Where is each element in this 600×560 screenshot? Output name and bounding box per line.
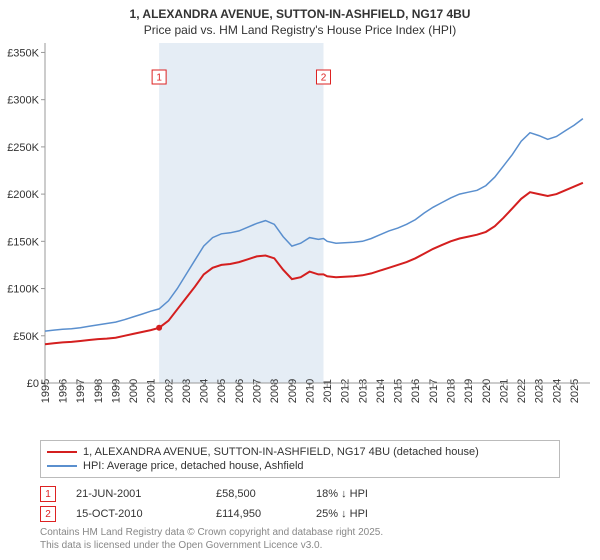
- line-chart-svg: £0 £50K £100K £150K £200K £250K £300K £350K 1995…: [0, 38, 600, 438]
- title-subtitle: Price paid vs. HM Land Registry's House …: [0, 22, 600, 38]
- sales-table: 1 21-JUN-2001£58,50018% ↓ HPI 2 15-OCT-2010…: [40, 484, 560, 524]
- sale-hpi-diff: 18% ↓ HPI: [316, 488, 456, 500]
- x-tick-label: 2014: [375, 379, 387, 403]
- x-tick-label: 2012: [340, 379, 352, 403]
- sale-point-marker: [156, 325, 162, 331]
- x-tick-label: 2002: [163, 379, 175, 403]
- sale-price: £58,500: [216, 488, 316, 500]
- x-tick-label: 1995: [40, 379, 52, 403]
- sale-row: 1 21-JUN-2001£58,50018% ↓ HPI: [40, 484, 560, 504]
- y-tick-label: £50K: [13, 331, 39, 343]
- x-tick-label: 2021: [498, 379, 510, 403]
- x-tick-label: 2005: [216, 379, 228, 403]
- x-tick-label: 2008: [269, 379, 281, 403]
- legend-row: 1, ALEXANDRA AVENUE, SUTTON-IN-ASHFIELD,…: [47, 445, 553, 459]
- x-tick-label: 2019: [463, 379, 475, 403]
- x-tick-label: 1998: [93, 379, 105, 403]
- attribution-line1: Contains HM Land Registry data © Crown c…: [40, 526, 560, 539]
- sale-hpi-diff: 25% ↓ HPI: [316, 508, 456, 520]
- x-tick-label: 2024: [551, 379, 563, 403]
- chart-title: 1, ALEXANDRA AVENUE, SUTTON-IN-ASHFIELD,…: [0, 0, 600, 38]
- sale-row: 2 15-OCT-2010£114,95025% ↓ HPI: [40, 504, 560, 524]
- legend-label: HPI: Average price, detached house, Ashf…: [83, 460, 304, 472]
- sale-badge: 1: [40, 486, 56, 502]
- x-tick-label: 2018: [446, 379, 458, 403]
- x-tick-label: 2017: [428, 379, 440, 403]
- sale-badge: 2: [40, 506, 56, 522]
- title-address: 1, ALEXANDRA AVENUE, SUTTON-IN-ASHFIELD,…: [0, 6, 600, 22]
- sale-date: 21-JUN-2001: [76, 488, 216, 500]
- sale-marker-number: 1: [156, 73, 162, 84]
- sale-marker-number: 2: [321, 73, 327, 84]
- x-tick-label: 2004: [199, 379, 211, 403]
- x-tick-label: 2016: [410, 379, 422, 403]
- sale-price: £114,950: [216, 508, 316, 520]
- y-tick-label: £350K: [7, 48, 39, 60]
- sale-date: 15-OCT-2010: [76, 508, 216, 520]
- x-tick-label: 1996: [57, 379, 69, 403]
- attribution-line2: This data is licensed under the Open Gov…: [40, 539, 560, 552]
- x-tick-label: 2020: [481, 379, 493, 403]
- x-tick-label: 2000: [128, 379, 140, 403]
- chart-area: £0 £50K £100K £150K £200K £250K £300K £350K 1995…: [0, 38, 600, 438]
- legend-swatch: [47, 451, 77, 453]
- legend-swatch: [47, 465, 77, 467]
- y-tick-label: £100K: [7, 284, 39, 296]
- y-tick-label: £0: [27, 378, 39, 390]
- x-tick-label: 1997: [75, 379, 87, 403]
- legend-row: HPI: Average price, detached house, Ashf…: [47, 459, 553, 473]
- x-tick-label: 2025: [569, 379, 581, 403]
- x-tick-label: 2007: [252, 379, 264, 403]
- x-tick-label: 2013: [357, 379, 369, 403]
- legend-label: 1, ALEXANDRA AVENUE, SUTTON-IN-ASHFIELD,…: [83, 446, 479, 458]
- x-tick-label: 1999: [110, 379, 122, 403]
- x-tick-label: 2006: [234, 379, 246, 403]
- x-tick-label: 2009: [287, 379, 299, 403]
- x-tick-label: 2001: [146, 379, 158, 403]
- y-tick-label: £250K: [7, 142, 39, 154]
- attribution-text: Contains HM Land Registry data © Crown c…: [40, 526, 560, 552]
- hpi-band: [159, 43, 323, 383]
- x-tick-label: 2010: [304, 379, 316, 403]
- x-tick-label: 2023: [534, 379, 546, 403]
- y-tick-label: £150K: [7, 237, 39, 249]
- y-tick-label: £200K: [7, 189, 39, 201]
- legend-box: 1, ALEXANDRA AVENUE, SUTTON-IN-ASHFIELD,…: [40, 440, 560, 478]
- x-tick-label: 2022: [516, 379, 528, 403]
- y-tick-label: £300K: [7, 95, 39, 107]
- x-tick-label: 2003: [181, 379, 193, 403]
- x-tick-label: 2015: [393, 379, 405, 403]
